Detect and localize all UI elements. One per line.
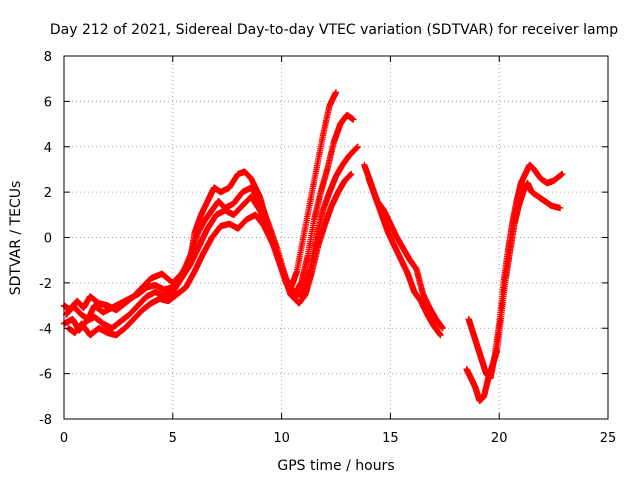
series-track-1 [60,89,340,314]
y-tick-label: -4 [39,322,52,337]
x-axis-label: GPS time / hours [277,458,394,474]
x-tick-label: 10 [273,431,290,446]
series-track-6 [365,175,444,339]
y-tick-label: 2 [44,186,52,201]
data-point [348,170,355,178]
y-tick-labels: -8 -6 -4 -2 0 2 4 6 8 [39,50,52,428]
data-points [60,89,566,404]
y-tick-label: 4 [44,141,52,156]
series-track-4 [65,170,355,339]
y-tick-label: 6 [44,95,52,110]
x-tick-labels: 0 5 10 15 20 25 [60,431,616,446]
x-tick-label: 25 [600,431,617,446]
x-tick-label: 5 [169,431,177,446]
x-tick-label: 15 [382,431,399,446]
y-tick-label: -8 [39,413,52,428]
x-tick-label: 20 [491,431,508,446]
y-tick-label: 0 [44,232,52,247]
y-tick-label: 8 [44,50,52,65]
y-tick-label: -2 [39,277,52,292]
grid-lines [64,56,608,419]
data-point [439,325,446,332]
y-tick-label: -6 [39,368,52,383]
series-track-5 [361,161,446,332]
data-point [437,331,444,339]
chart-title: Day 212 of 2021, Sidereal Day-to-day VTE… [50,22,618,38]
series-track-2 [63,111,357,323]
x-tick-label: 0 [60,431,68,446]
data-point [332,89,340,96]
y-axis-label: SDTVAR / TECUs [8,181,24,296]
series-track-7 [465,161,566,382]
data-point [354,143,361,150]
data-point [350,116,357,123]
